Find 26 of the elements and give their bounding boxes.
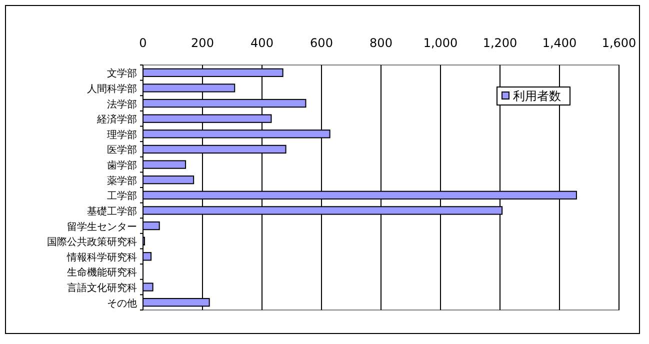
y-tick-label: その他 <box>107 297 137 310</box>
y-tick-label: 工学部 <box>107 190 137 202</box>
y-tick-label: 基礎工学部 <box>87 205 137 218</box>
x-tick-label: 1,000 <box>423 36 458 50</box>
x-tick-label: 1,200 <box>482 36 518 50</box>
x-tick-label: 200 <box>191 36 214 50</box>
y-tick-label: 医学部 <box>107 144 137 156</box>
y-tick-label: 言語文化研究科 <box>67 282 137 294</box>
x-tick-label: 0 <box>139 36 147 50</box>
y-tick-label: 人間科学部 <box>87 82 137 95</box>
y-tick-label: 経済学部 <box>96 114 137 126</box>
y-tick-label: 情報科学研究科 <box>66 251 137 264</box>
y-tick-label: 薬学部 <box>107 174 137 187</box>
y-tick-label: 留学生センター <box>67 220 137 233</box>
y-tick-label: 文学部 <box>107 68 137 80</box>
x-tick-label: 1,600 <box>602 36 636 50</box>
y-tick-label: 理学部 <box>107 128 137 141</box>
x-tick-label: 400 <box>250 36 274 50</box>
y-tick-label: 法学部 <box>107 98 137 110</box>
y-tick-label: 生命機能研究科 <box>67 266 137 279</box>
x-tick-label: 1,400 <box>542 36 577 50</box>
legend-label: 利用者数 <box>513 89 561 103</box>
x-tick-label: 800 <box>370 36 392 50</box>
y-tick-label: 歯学部 <box>107 160 137 172</box>
x-tick-label: 600 <box>310 36 333 50</box>
y-tick-label: 国際公共政策研究科 <box>47 236 137 248</box>
